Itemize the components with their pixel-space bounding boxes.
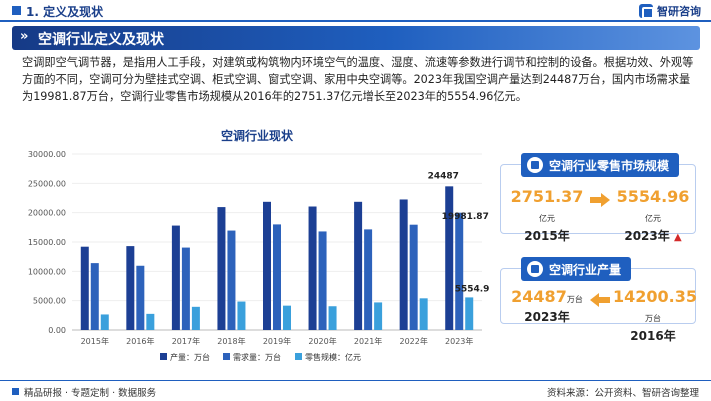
footer-marker: [12, 388, 19, 395]
bar-output: [445, 186, 454, 330]
footer-tagline: 精品研报 · 专题定制 · 数据服务: [24, 388, 157, 399]
bar-output: [126, 246, 135, 330]
x-tick-label: 2022年: [399, 336, 427, 346]
y-tick-label: 0.00: [48, 326, 66, 335]
chevron-right-icon: »: [20, 29, 29, 44]
retail-card-title: 空调行业零售市场规模: [549, 158, 670, 173]
bar-demand: [409, 224, 418, 330]
section-heading: 1. 定义及现状: [26, 5, 104, 19]
output-left: 24487万台 2023年: [507, 287, 587, 325]
x-tick-label: 2017年: [172, 336, 200, 346]
bar-demand: [455, 212, 464, 330]
footer-source: 资料来源：公开资料、智研咨询整理: [546, 388, 699, 399]
page-title: 空调行业定义及现状: [38, 32, 164, 48]
brand-logo: 智研咨询: [639, 3, 701, 19]
retail-start: 2751.37 亿元 2015年: [507, 187, 587, 244]
footer-divider: [0, 380, 711, 381]
up-arrow-icon: ▲: [673, 232, 682, 243]
output-card: 空调行业产量 24487万台 2023年 14200.35万台 2016年: [500, 257, 697, 343]
bar-retail: [100, 314, 109, 330]
intro-paragraph: 空调即空气调节器，是指用人工手段，对建筑或构筑物内环境空气的温度、湿度、流速等参…: [22, 56, 694, 103]
bar-output: [263, 201, 271, 330]
bar-retail: [191, 306, 200, 330]
bar-retail: [419, 298, 428, 330]
brand-name: 智研咨询: [657, 5, 701, 18]
bar-chart: 空调行业现状 0.00 5000.00 10000.00 15000.00 20000.0…: [10, 122, 490, 372]
output-card-title: 空调行业产量: [549, 262, 622, 277]
arrow-left-icon: [590, 293, 610, 307]
title-banner: » 空调行业定义及现状: [12, 26, 700, 50]
bar-output: [80, 246, 89, 330]
retail-start-value: 2751.37: [510, 187, 584, 206]
x-tick-label: 2023年: [445, 336, 473, 346]
bar-demand: [136, 265, 145, 330]
y-tick-label: 15000.00: [28, 238, 66, 247]
y-tick-label: 25000.00: [28, 179, 66, 188]
bar-demand: [90, 263, 99, 330]
bar-demand: [273, 224, 281, 330]
output-right: 14200.35 万台 2016年: [613, 287, 697, 344]
retail-end: 5554.96 亿元 2023年 ▲: [613, 187, 693, 244]
legend-swatch: [295, 353, 302, 360]
x-tick-label: 2018年: [217, 336, 245, 346]
bar-retail: [146, 313, 155, 330]
bar-output: [354, 201, 363, 330]
y-tick-label: 10000.00: [28, 267, 66, 276]
top-divider: [0, 20, 711, 22]
legend-label: 零售规模：亿元: [305, 352, 361, 362]
data-label: 24487: [428, 171, 459, 181]
retail-end-unit: 亿元: [645, 214, 661, 223]
retail-start-unit: 亿元: [539, 214, 555, 223]
bar-output: [171, 225, 180, 330]
arrow-right-icon: [590, 193, 610, 207]
bar-retail: [328, 306, 337, 330]
x-tick-label: 2019年: [263, 336, 291, 346]
output-right-unit: 万台: [645, 314, 661, 323]
retail-card: 空调行业零售市场规模 2751.37 亿元 2015年 5554.96 亿元 202…: [500, 153, 696, 243]
data-label: 5554.96: [455, 284, 490, 294]
retail-end-value: 5554.96: [616, 187, 690, 206]
x-tick-label: 2016年: [126, 336, 154, 346]
legend-label: 产量：万台: [170, 352, 210, 362]
section-marker: [12, 6, 21, 15]
output-left-year: 2023年: [524, 310, 570, 324]
legend-swatch: [160, 353, 167, 360]
bar-demand: [318, 231, 327, 330]
y-tick-label: 5000.00: [33, 297, 66, 306]
output-right-value: 14200.35: [613, 287, 698, 306]
retail-end-year: 2023年 ▲: [613, 227, 693, 244]
bar-demand: [227, 230, 236, 330]
bar-retail: [283, 305, 291, 330]
bar-output: [217, 207, 226, 330]
y-tick-label: 20000.00: [28, 209, 66, 218]
bar-demand: [181, 247, 190, 330]
data-label: 19981.87: [442, 212, 489, 222]
x-tick-label: 2020年: [308, 336, 336, 346]
output-left-value: 24487: [511, 287, 567, 306]
x-tick-label: 2021年: [354, 336, 382, 346]
legend-label: 需求量：万台: [233, 352, 281, 362]
chart-icon: [527, 157, 543, 173]
output-card-header: 空调行业产量: [521, 257, 632, 281]
output-left-unit: 万台: [566, 295, 583, 304]
bar-output: [399, 199, 408, 330]
x-tick-label: 2015年: [81, 336, 109, 346]
bar-demand: [364, 229, 373, 330]
retail-end-year-text: 2023年: [624, 229, 670, 243]
legend-swatch: [223, 353, 230, 360]
top-bar: 1. 定义及现状 智研咨询: [0, 0, 711, 22]
footer: 精品研报 · 专题定制 · 数据服务 资料来源：公开资料、智研咨询整理: [0, 380, 711, 401]
bar-output: [308, 206, 317, 330]
chart-icon: [527, 261, 543, 277]
output-right-year: 2016年: [630, 329, 676, 343]
brand-logo-icon: [639, 4, 654, 19]
bar-chart-svg: 空调行业现状 0.00 5000.00 10000.00 15000.00 20000.0…: [28, 128, 490, 362]
retail-card-header: 空调行业零售市场规模: [521, 153, 680, 177]
retail-start-year: 2015年: [524, 229, 570, 243]
bar-retail: [465, 297, 474, 330]
chart-title: 空调行业现状: [221, 128, 294, 143]
bar-retail: [374, 302, 383, 330]
y-tick-label: 30000.00: [28, 150, 66, 159]
bar-retail: [237, 301, 246, 330]
